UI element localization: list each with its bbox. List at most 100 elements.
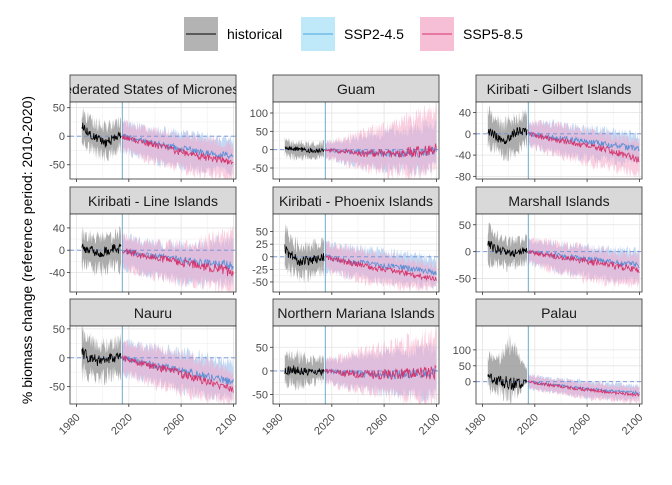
facet-panel-5: Marshall Islands -50 0 50	[455, 186, 643, 295]
mean-line-historical	[284, 146, 325, 154]
y-tick-label: 0	[262, 366, 268, 378]
facet-border-8	[475, 325, 643, 405]
facet-title-5: Marshall Islands	[508, 193, 609, 209]
y-tick-label: -50	[455, 274, 471, 286]
facet-border-6	[69, 325, 237, 405]
y-tick-label: 50	[256, 227, 268, 239]
ribbon-ssp5-8-5	[325, 326, 437, 404]
legend: historical SSP2-4.5 SSP5-8.5	[184, 17, 523, 51]
ribbon-ssp5-8-5	[325, 102, 437, 179]
mean-line-historical	[487, 126, 528, 145]
mean-line-historical	[284, 365, 325, 377]
y-tick-label: 50	[256, 126, 268, 138]
facet-panels: Federated States of Micronesia -50 0 50 Guam…	[49, 74, 646, 438]
facet-strip-3	[69, 186, 237, 215]
mean-line-ssp5-8-5	[527, 380, 640, 398]
x-tick-label: 2100	[620, 412, 646, 438]
y-tick-label: -50	[252, 163, 268, 175]
ribbon-historical	[284, 223, 324, 284]
y-axis-label: % biomass change (reference period: 2010…	[19, 96, 35, 404]
facet-title-4: Kiribati - Phoenix Islands	[279, 193, 433, 209]
mean-line-ssp2-4-5	[527, 380, 640, 395]
mean-line-historical	[81, 347, 122, 367]
legend-label-historical: historical	[227, 26, 282, 42]
facet-panel-3: Kiribati - Line Islands -40 0 40	[49, 186, 237, 295]
y-tick-label: -25	[252, 264, 268, 276]
y-tick-label: 0	[262, 145, 268, 157]
facet-border-1	[272, 101, 440, 180]
facet-title-1: Guam	[337, 81, 375, 97]
mean-line-historical	[284, 244, 325, 266]
y-tick-label: 0	[465, 129, 471, 141]
mean-line-ssp5-8-5	[325, 254, 437, 282]
y-tick-label: 0	[465, 247, 471, 259]
mean-line-historical	[487, 373, 528, 391]
ribbon-ssp5-8-5	[325, 240, 437, 292]
mean-line-historical	[487, 240, 528, 258]
mean-line-ssp5-8-5	[324, 364, 437, 381]
facet-strip-0	[69, 74, 237, 103]
facet-border-7	[272, 325, 440, 405]
ribbon-historical	[81, 225, 121, 278]
y-tick-label: -50	[49, 160, 65, 172]
facet-title-3: Kiribati - Line Islands	[88, 193, 218, 209]
y-tick-label: 50	[459, 361, 471, 373]
facet-strip-7	[272, 298, 440, 327]
facet-data-2	[476, 102, 642, 179]
facet-data-8	[476, 326, 642, 404]
facet-panel-2: Kiribati - Gilbert Islands -80 -40 0 40	[455, 74, 643, 183]
facet-data-1	[273, 102, 439, 179]
y-tick-label: -40	[49, 268, 65, 280]
y-tick-label: 0	[465, 377, 471, 389]
facet-border-5	[475, 213, 643, 293]
y-tick-label: 50	[459, 220, 471, 232]
x-tick-label: 1980	[463, 412, 489, 438]
y-tick-label: 0	[59, 245, 65, 257]
x-tick-label: 2100	[214, 412, 240, 438]
facet-data-6	[70, 326, 236, 404]
y-tick-label: 0	[59, 353, 65, 365]
y-tick-label: -50	[252, 277, 268, 289]
facet-title-6: Nauru	[134, 305, 172, 321]
y-tick-label: 50	[53, 103, 65, 115]
y-tick-label: 100	[250, 108, 268, 120]
y-tick-label: -50	[49, 382, 65, 394]
x-tick-label: 2060	[161, 412, 187, 438]
y-tick-label: 0	[59, 131, 65, 143]
legend-entry-ssp245: SSP2-4.5	[301, 17, 404, 51]
facet-panel-0: Federated States of Micronesia -50 0 50	[49, 74, 251, 182]
facet-title-0: Federated States of Micronesia	[56, 81, 251, 97]
facet-border-0	[69, 101, 237, 180]
ribbon-ssp5-8-5	[528, 237, 640, 289]
y-tick-label: 40	[53, 223, 65, 235]
x-tick-label: 1980	[260, 412, 286, 438]
facet-data-4	[273, 214, 439, 292]
mean-line-ssp5-8-5	[121, 355, 234, 393]
facet-data-5	[476, 214, 642, 292]
facet-strip-2	[475, 74, 643, 103]
facet-border-4	[272, 213, 440, 293]
x-tick-label: 2100	[417, 412, 443, 438]
y-tick-label: 0	[262, 252, 268, 264]
facet-strip-1	[272, 74, 440, 103]
facet-panel-6: Nauru -50 0 50 1980 2020 2060 2100	[49, 298, 240, 438]
mean-line-ssp2-4-5	[325, 146, 437, 158]
y-tick-label: -80	[455, 171, 471, 183]
mean-line-ssp5-8-5	[324, 143, 437, 159]
y-tick-label: -50	[252, 390, 268, 402]
y-tick-label: 40	[459, 108, 471, 120]
facet-border-3	[69, 213, 237, 293]
y-tick-label: -40	[455, 150, 471, 162]
x-tick-label: 2020	[515, 412, 541, 438]
mean-line-ssp2-4-5	[121, 134, 234, 160]
mean-line-ssp5-8-5	[121, 248, 234, 277]
ribbon-historical	[81, 107, 121, 163]
y-tick-label: 50	[256, 342, 268, 354]
mean-line-ssp5-8-5	[528, 249, 640, 274]
legend-label-ssp245: SSP2-4.5	[344, 26, 404, 42]
ribbon-historical	[487, 222, 527, 273]
facet-data-3	[70, 214, 236, 292]
mean-line-ssp5-8-5	[121, 133, 234, 165]
x-tick-label: 1980	[57, 412, 83, 438]
